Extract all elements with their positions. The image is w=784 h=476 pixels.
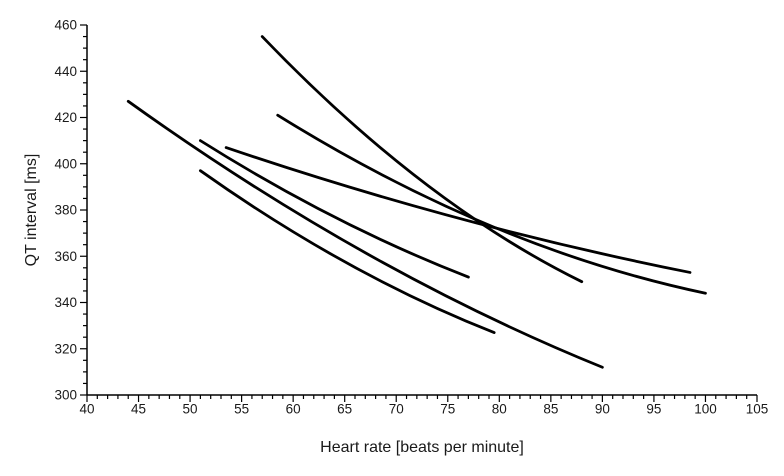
y-tick-label: 360 [54, 249, 77, 264]
qt-curves [126, 35, 707, 369]
x-tick-label: 95 [646, 402, 661, 417]
x-tick-label: 45 [131, 402, 146, 417]
x-tick-label: 70 [389, 402, 404, 417]
x-tick-label: 105 [746, 402, 769, 417]
qt-curve-4 [198, 139, 470, 279]
qt-curve-3 [276, 113, 707, 295]
y-axis-title: QT interval [ms] [23, 154, 40, 267]
y-tick-label: 420 [54, 110, 77, 125]
y-tick-label: 380 [54, 203, 77, 218]
x-tick-label: 80 [492, 402, 507, 417]
x-tick-label: 55 [234, 402, 249, 417]
x-tick-label: 60 [286, 402, 301, 417]
y-tick-label: 460 [54, 18, 77, 33]
x-tick-label: 90 [595, 402, 610, 417]
x-tick-label: 100 [694, 402, 717, 417]
qt-curve-2 [260, 35, 584, 284]
x-tick-label: 85 [543, 402, 558, 417]
x-tick-label: 75 [440, 402, 455, 417]
x-tick-label: 40 [79, 402, 94, 417]
x-tick-label: 65 [337, 402, 352, 417]
y-tick-label: 300 [54, 388, 77, 403]
axes: 40 45 50 55 60 65 70 75 80 85 90 95 100 105 300 320 340 3… [54, 18, 768, 417]
y-tick-label: 400 [54, 156, 77, 171]
y-tick-label: 440 [54, 64, 77, 79]
y-tick-label: 320 [54, 341, 77, 356]
y-tick-label: 340 [54, 295, 77, 310]
qt-curve-1 [126, 99, 604, 369]
qt-curve-5 [224, 146, 692, 274]
x-tick-label: 50 [183, 402, 198, 417]
qt-curve-6 [198, 169, 496, 334]
x-axis-title: Heart rate [beats per minute] [320, 439, 524, 456]
